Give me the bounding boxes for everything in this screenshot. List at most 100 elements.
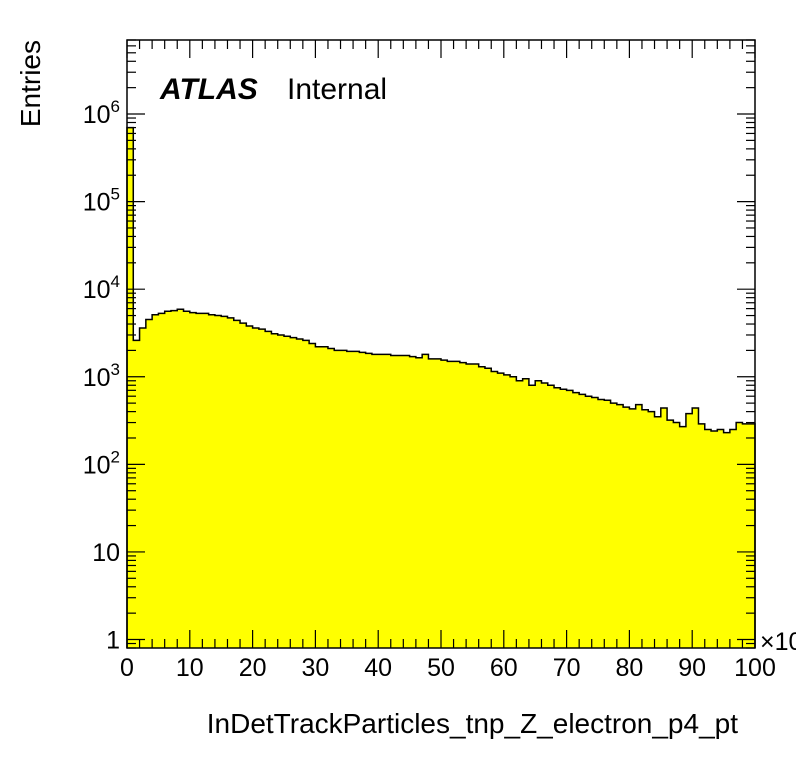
histogram-bar bbox=[227, 317, 235, 648]
histogram-bar bbox=[729, 429, 737, 648]
y-tick-label: 106 bbox=[83, 97, 120, 129]
histogram-bar bbox=[616, 404, 624, 648]
histogram-bar bbox=[208, 314, 216, 648]
histogram-bar bbox=[679, 426, 687, 648]
y-tick-label: 105 bbox=[83, 185, 120, 217]
histogram-bar bbox=[409, 356, 417, 648]
histogram-bar bbox=[604, 400, 612, 648]
y-tick-label: 1 bbox=[106, 627, 120, 655]
histogram-bar bbox=[667, 420, 674, 648]
histogram-bar bbox=[177, 309, 185, 648]
histogram-bar bbox=[459, 362, 467, 648]
histogram-bar bbox=[566, 390, 574, 648]
histogram-bar bbox=[560, 389, 568, 648]
histogram-bar bbox=[202, 313, 210, 648]
x-tick-label: 60 bbox=[490, 654, 518, 682]
histogram-bar bbox=[516, 380, 524, 648]
histogram-bar bbox=[340, 350, 348, 648]
histogram-bar bbox=[384, 354, 392, 648]
histogram-bar bbox=[183, 311, 191, 648]
x-tick-label: 50 bbox=[427, 654, 455, 682]
histogram-bar bbox=[246, 325, 254, 648]
histogram-bar bbox=[428, 358, 436, 648]
histogram-outline bbox=[126, 126, 756, 648]
histogram-bar bbox=[503, 374, 511, 648]
histogram-bar bbox=[484, 368, 492, 648]
histogram-bar bbox=[541, 382, 549, 648]
atlas-label: ATLAS bbox=[159, 73, 258, 106]
axis-ticks bbox=[126, 39, 756, 649]
x-tick-label: 70 bbox=[553, 654, 581, 682]
histogram-bar bbox=[302, 340, 310, 648]
x-tick-label: 10 bbox=[176, 654, 204, 682]
histogram-bar bbox=[629, 408, 637, 648]
histogram-bar bbox=[422, 354, 430, 648]
y-tick-label: 102 bbox=[83, 447, 120, 479]
histogram-bar bbox=[365, 353, 373, 648]
histogram-bar bbox=[214, 315, 222, 648]
histogram-bar bbox=[510, 376, 517, 648]
x-tick-label: 0 bbox=[120, 654, 134, 682]
histogram-bar bbox=[491, 371, 499, 648]
histogram-bar bbox=[371, 354, 379, 648]
histogram-bar bbox=[233, 320, 241, 648]
histogram-bar bbox=[265, 331, 273, 648]
histogram-bar bbox=[648, 411, 656, 648]
histogram-bar bbox=[158, 313, 166, 648]
y-axis-title: Entries bbox=[15, 40, 46, 127]
histogram-bar bbox=[704, 429, 712, 648]
histogram-bar bbox=[748, 423, 756, 648]
histogram-bar bbox=[742, 423, 750, 648]
x-axis-title: InDetTrackParticles_tnp_Z_electron_p4_pt bbox=[207, 708, 738, 739]
histogram-bar bbox=[698, 423, 706, 648]
histogram-bar bbox=[133, 340, 141, 648]
histogram-bar bbox=[258, 329, 266, 648]
histogram-bar bbox=[591, 397, 599, 648]
histogram-bar bbox=[277, 334, 285, 648]
histogram-bar bbox=[127, 127, 134, 649]
histogram-bar bbox=[585, 396, 593, 648]
histogram-bar bbox=[353, 351, 360, 648]
histogram-bar bbox=[139, 328, 147, 648]
x-tick-label: 40 bbox=[364, 654, 392, 682]
histogram-bar bbox=[189, 312, 197, 648]
histogram-bar bbox=[334, 350, 342, 648]
histogram-bar bbox=[271, 333, 279, 648]
histogram-bar bbox=[572, 392, 580, 648]
histogram-bar bbox=[673, 422, 681, 648]
histogram-bar bbox=[717, 429, 725, 648]
histogram-bar bbox=[359, 352, 367, 648]
histogram-bar bbox=[547, 385, 555, 648]
histogram-bar bbox=[472, 363, 480, 648]
x-tick-label: 90 bbox=[678, 654, 706, 682]
histogram-bar bbox=[641, 409, 649, 648]
histogram-bar bbox=[346, 351, 354, 648]
histogram-bar bbox=[415, 357, 423, 648]
x-tick-label: 100 bbox=[734, 654, 776, 682]
histogram-bars bbox=[127, 127, 756, 649]
histogram-bar bbox=[610, 403, 618, 648]
histogram-bar bbox=[535, 380, 543, 648]
histogram-bar bbox=[497, 373, 505, 648]
histogram-bar bbox=[685, 413, 693, 648]
histogram-bar bbox=[478, 366, 486, 648]
histogram-bar bbox=[284, 336, 291, 648]
x-tick-label: 30 bbox=[301, 654, 329, 682]
histogram-bar bbox=[390, 355, 398, 648]
histogram-bar bbox=[635, 404, 643, 648]
histogram-bar bbox=[522, 378, 530, 648]
y-tick-label: 10 bbox=[92, 539, 120, 567]
histogram-bar bbox=[654, 416, 662, 648]
histogram-bar bbox=[403, 355, 411, 648]
histogram-bar bbox=[453, 361, 461, 648]
histogram-bar bbox=[723, 432, 731, 648]
histogram-bar bbox=[692, 407, 700, 648]
histogram-bar bbox=[441, 360, 448, 648]
histogram-bar bbox=[309, 343, 316, 648]
histogram-bar bbox=[221, 316, 229, 648]
histogram-bar bbox=[528, 385, 536, 648]
y-tick-labels: 1 10 102 103 104 105 106 bbox=[83, 97, 120, 654]
histogram-bar bbox=[252, 328, 260, 648]
histogram-bar bbox=[579, 394, 587, 648]
